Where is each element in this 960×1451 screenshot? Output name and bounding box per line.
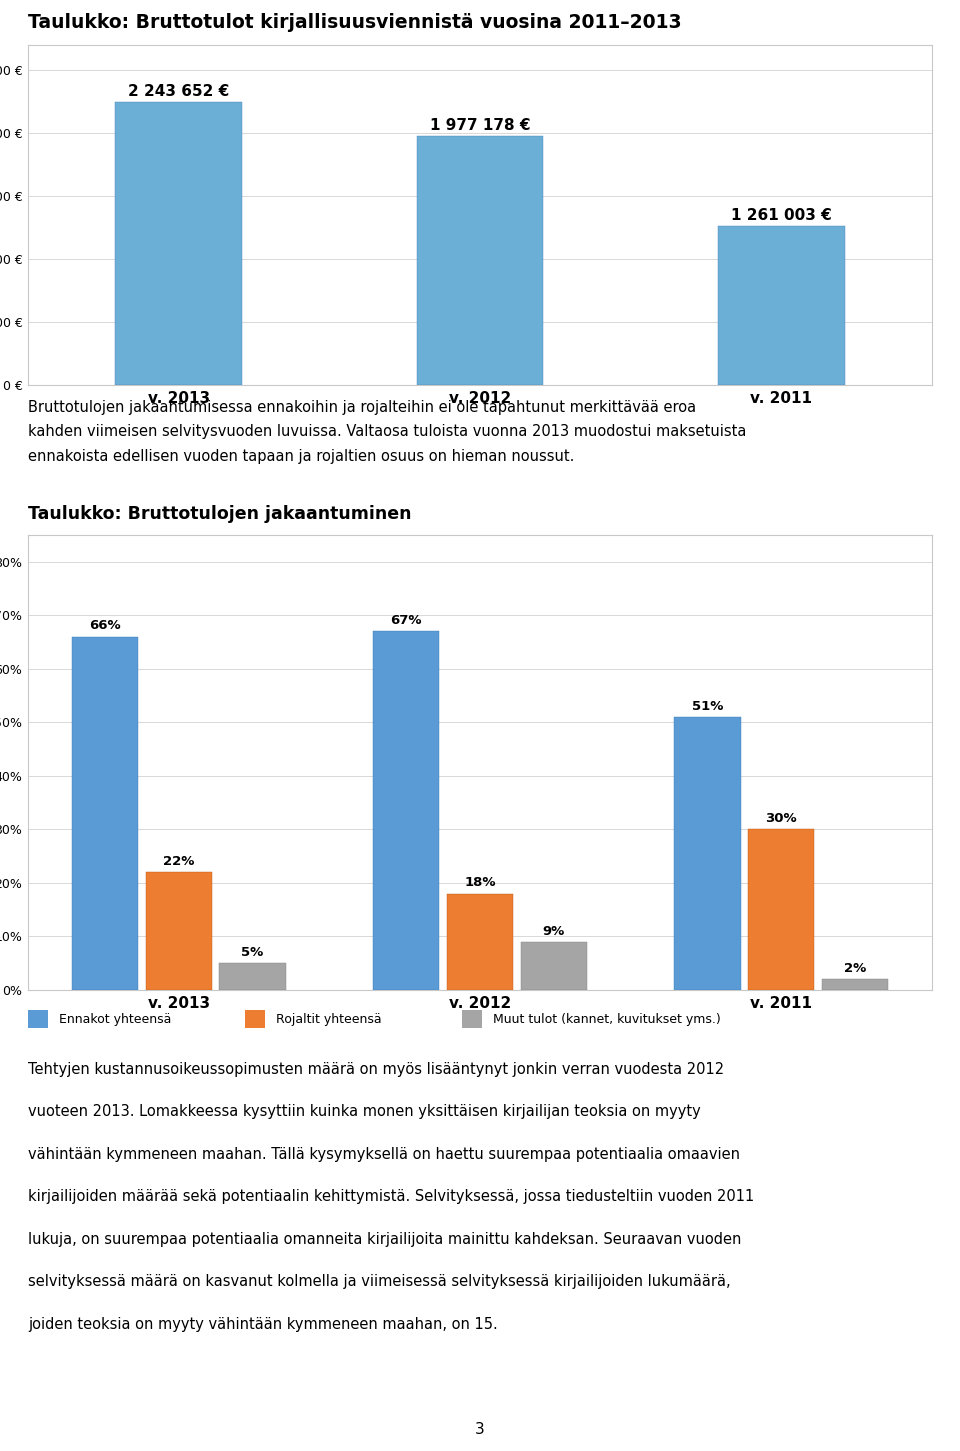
Bar	[446, 894, 514, 990]
Bar	[822, 979, 888, 990]
Bar	[28, 1010, 48, 1027]
Text: Muut tulot (kannet, kuvitukset yms.): Muut tulot (kannet, kuvitukset yms.)	[492, 1013, 720, 1026]
Text: Ennakot yhteensä: Ennakot yhteensä	[59, 1013, 171, 1026]
Text: 2 243 652 €: 2 243 652 €	[128, 84, 229, 99]
Text: 2%: 2%	[844, 962, 866, 975]
Text: Taulukko: Bruttotulojen jakaantuminen: Taulukko: Bruttotulojen jakaantuminen	[28, 505, 412, 522]
Text: joiden teoksia on myyty vähintään kymmeneen maahan, on 15.: joiden teoksia on myyty vähintään kymmen…	[28, 1318, 497, 1332]
Text: selvityksessä määrä on kasvanut kolmella ja viimeisessä selvityksessä kirjailijo: selvityksessä määrä on kasvanut kolmella…	[28, 1274, 731, 1290]
Text: 3: 3	[475, 1422, 485, 1438]
Text: 66%: 66%	[89, 620, 121, 633]
Bar	[674, 717, 741, 990]
Text: ennakoista edellisen vuoden tapaan ja rojaltien osuus on hieman noussut.: ennakoista edellisen vuoden tapaan ja ro…	[28, 448, 574, 463]
Text: kahden viimeisen selvitysvuoden luvuissa. Valtaosa tuloista vuonna 2013 muodostu: kahden viimeisen selvitysvuoden luvuissa…	[28, 424, 746, 440]
Text: 22%: 22%	[163, 855, 194, 868]
Text: 1 261 003 €: 1 261 003 €	[731, 207, 831, 223]
Text: Rojaltit yhteensä: Rojaltit yhteensä	[276, 1013, 381, 1026]
Text: Bruttotulojen jakaantumisessa ennakoihin ja rojalteihin ei ole tapahtunut merkit: Bruttotulojen jakaantumisessa ennakoihin…	[28, 400, 696, 415]
Bar	[462, 1010, 482, 1027]
Bar	[718, 226, 845, 385]
Text: 30%: 30%	[765, 813, 797, 826]
Text: 5%: 5%	[241, 946, 264, 959]
Text: 1 977 178 €: 1 977 178 €	[430, 118, 530, 133]
Bar	[520, 942, 587, 990]
Bar	[417, 136, 543, 385]
Bar	[146, 872, 212, 990]
Bar	[373, 631, 440, 990]
Bar	[748, 830, 814, 990]
Text: lukuja, on suurempaa potentiaalia omanneita kirjailijoita mainittu kahdeksan. Se: lukuja, on suurempaa potentiaalia omanne…	[28, 1232, 741, 1246]
Bar	[245, 1010, 265, 1027]
Text: 9%: 9%	[542, 924, 564, 937]
Bar	[72, 637, 138, 990]
Text: 18%: 18%	[465, 876, 495, 889]
Text: 67%: 67%	[391, 614, 422, 627]
Bar	[219, 963, 286, 990]
Text: Tehtyjen kustannusoikeussopimusten määrä on myös lisääntynyt jonkin verran vuode: Tehtyjen kustannusoikeussopimusten määrä…	[28, 1062, 724, 1077]
Text: 51%: 51%	[692, 699, 723, 712]
Bar	[115, 103, 242, 385]
Text: vuoteen 2013. Lomakkeessa kysyttiin kuinka monen yksittäisen kirjailijan teoksia: vuoteen 2013. Lomakkeessa kysyttiin kuin…	[28, 1104, 701, 1120]
Text: Taulukko: Bruttotulot kirjallisuusviennistä vuosina 2011–2013: Taulukko: Bruttotulot kirjallisuusvienni…	[28, 13, 682, 32]
Text: kirjailijoiden määrää sekä potentiaalin kehittymistä. Selvityksessä, jossa tiedu: kirjailijoiden määrää sekä potentiaalin …	[28, 1190, 755, 1204]
Text: vähintään kymmeneen maahan. Tällä kysymyksellä on haettu suurempaa potentiaalia : vähintään kymmeneen maahan. Tällä kysymy…	[28, 1146, 740, 1162]
